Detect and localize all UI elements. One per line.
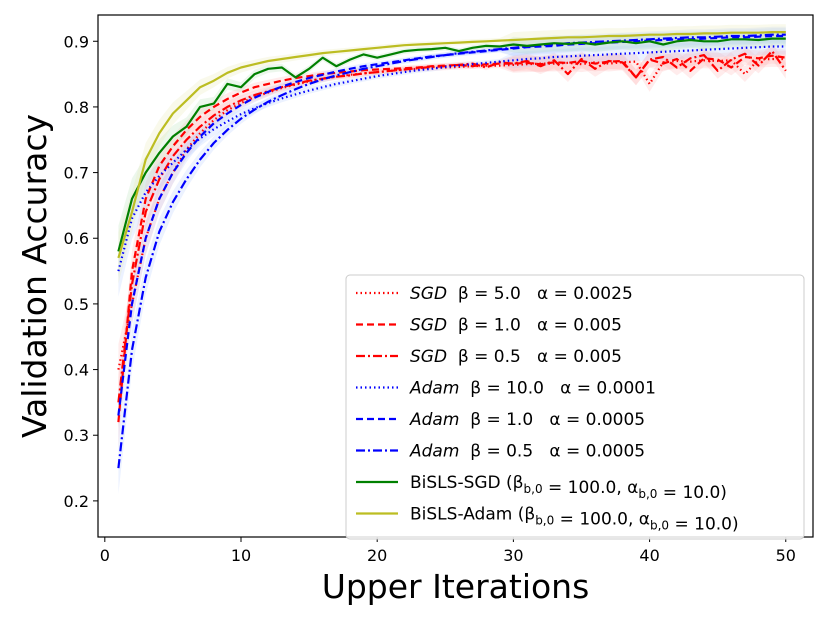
x-axis-ticks: 0 10 20 30 40 50 xyxy=(100,537,796,565)
series-line xyxy=(117,45,786,272)
legend-label: Adam β = 0.5 α = 0.0005 xyxy=(409,442,645,462)
x-tick-label: 50 xyxy=(776,546,796,565)
legend-label: BiSLS-Adam (βb,0 = 100.0, αb,0 = 10.0) xyxy=(410,505,739,535)
legend-label: SGD β = 5.0 α = 0.0025 xyxy=(410,284,633,304)
series-line xyxy=(117,34,786,416)
y-tick-label: 0.5 xyxy=(64,295,89,314)
x-tick-label: 30 xyxy=(503,546,523,565)
legend-box xyxy=(345,274,805,540)
series-line xyxy=(117,54,786,423)
series-lines xyxy=(117,31,787,469)
y-tick-label: 0.7 xyxy=(64,164,89,183)
legend-label: Adam β = 1.0 α = 0.0005 xyxy=(409,410,645,430)
x-axis-label: Upper Iterations xyxy=(322,567,590,606)
y-tick-label: 0.9 xyxy=(64,32,89,51)
x-tick-label: 0 xyxy=(100,546,110,565)
x-tick-label: 20 xyxy=(367,546,387,565)
series-line xyxy=(117,37,786,252)
y-tick-label: 0.8 xyxy=(64,98,89,117)
x-tick-label: 10 xyxy=(231,546,251,565)
y-tick-label: 0.2 xyxy=(64,492,89,511)
legend: SGD β = 5.0 α = 0.0025 SGD β = 1.0 α = 0.… xyxy=(345,274,805,540)
series-line xyxy=(117,31,786,259)
y-tick-label: 0.6 xyxy=(64,229,89,248)
legend-label: BiSLS-SGD (βb,0 = 100.0, αb,0 = 10.0) xyxy=(410,473,727,503)
y-tick-label: 0.3 xyxy=(64,426,89,445)
legend-label: SGD β = 1.0 α = 0.005 xyxy=(410,316,622,336)
series-line xyxy=(117,50,787,403)
y-axis-label: Validation Accuracy xyxy=(15,114,54,438)
y-tick-label: 0.4 xyxy=(64,361,89,380)
y-axis-ticks: 0.2 0.3 0.4 0.5 0.6 0.7 0.8 0.9 xyxy=(64,32,98,511)
x-tick-label: 40 xyxy=(639,546,659,565)
legend-label: Adam β = 10.0 α = 0.0001 xyxy=(409,379,656,399)
legend-label: SGD β = 0.5 α = 0.005 xyxy=(410,347,622,367)
